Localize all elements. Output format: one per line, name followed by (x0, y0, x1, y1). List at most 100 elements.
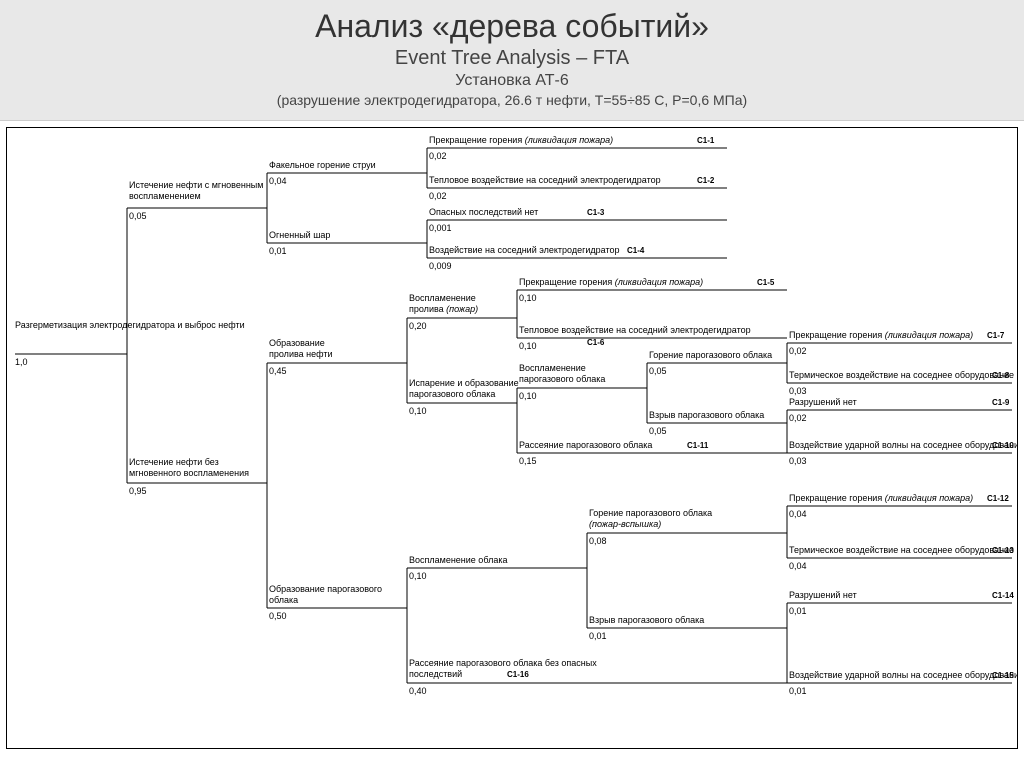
svg-text:С1-8: С1-8 (992, 371, 1010, 380)
svg-text:0,45: 0,45 (269, 366, 287, 376)
svg-text:0,08: 0,08 (589, 536, 607, 546)
svg-text:Взрыв парогазового облака: Взрыв парогазового облака (589, 615, 704, 625)
l5-burn: Горение парогазового облака 0,05 (647, 350, 787, 376)
outcome-c112: Прекращение горения (ликвидация пожара) … (787, 493, 1012, 519)
svg-text:0,009: 0,009 (429, 261, 452, 271)
svg-text:С1-3: С1-3 (587, 208, 605, 217)
svg-text:С1-10: С1-10 (992, 441, 1014, 450)
outcome-c111: Рассеяние парогазового облака С1-11 0,15 (517, 440, 787, 466)
svg-text:0,40: 0,40 (409, 686, 427, 696)
svg-text:0,15: 0,15 (519, 456, 537, 466)
outcome-c110: Воздействие ударной волны на соседнее об… (787, 440, 1017, 466)
svg-text:Прекращение горения (ликвидаци: Прекращение горения (ликвидация пожара) (789, 493, 973, 503)
svg-text:Рассеяние парогазового облака: Рассеяние парогазового облака (519, 440, 652, 450)
svg-text:Воздействие ударной волны на с: Воздействие ударной волны на соседнее об… (789, 670, 1017, 680)
l2-fireball: Огненный шар 0,01 (267, 230, 427, 256)
svg-text:С1-15: С1-15 (992, 671, 1014, 680)
svg-text:С1-1: С1-1 (697, 136, 715, 145)
svg-text:0,03: 0,03 (789, 386, 807, 396)
svg-text:Горение парогазового облака: Горение парогазового облака (649, 350, 772, 360)
outcome-c13: Опасных последствий нет С1-3 0,001 (427, 207, 727, 233)
outcome-c17: Прекращение горения (ликвидация пожара) … (787, 330, 1012, 356)
svg-text:0,02: 0,02 (789, 413, 807, 423)
l1-ignition: Истечение нефти с мгновенным воспламенен… (127, 180, 267, 221)
svg-text:С1-5: С1-5 (757, 278, 775, 287)
svg-text:0,50: 0,50 (269, 611, 287, 621)
svg-text:Образование пролива нефти: Образование пролива нефти (269, 338, 332, 359)
outcome-c16: Тепловое воздействие на соседний электро… (517, 325, 787, 351)
outcome-c12: Тепловое воздействие на соседний электро… (427, 175, 727, 201)
svg-text:Взрыв парогазового облака: Взрыв парогазового облака (649, 410, 764, 420)
l2-torch: Факельное горение струи 0,04 (267, 160, 427, 186)
svg-text:С1-14: С1-14 (992, 591, 1014, 600)
svg-text:0,10: 0,10 (519, 391, 537, 401)
title-main: Анализ «дерева событий» (0, 8, 1024, 45)
svg-text:Истечение нефти без мгнове: Истечение нефти без мгновенного воспламе… (129, 457, 249, 478)
svg-text:С1-2: С1-2 (697, 176, 715, 185)
svg-text:0,02: 0,02 (429, 191, 447, 201)
svg-text:С1-11: С1-11 (687, 441, 709, 450)
svg-text:0,01: 0,01 (789, 606, 807, 616)
svg-text:0,10: 0,10 (519, 293, 537, 303)
outcome-c116: Рассеяние парогазового облака без опасны… (407, 658, 787, 696)
outcome-c115: Воздействие ударной волны на соседнее об… (787, 670, 1017, 696)
outcome-c19: Разрушений нет С1-9 0,02 (787, 397, 1012, 423)
svg-text:0,03: 0,03 (789, 456, 807, 466)
event-tree-svg: Разгерметизация электродегидратора и выб… (7, 128, 1017, 746)
svg-text:0,04: 0,04 (789, 509, 807, 519)
svg-text:0,95: 0,95 (129, 486, 147, 496)
svg-text:0,01: 0,01 (789, 686, 807, 696)
svg-text:0,04: 0,04 (789, 561, 807, 571)
svg-text:Тепловое воздействие на соседн: Тепловое воздействие на соседний электро… (519, 325, 751, 335)
svg-text:С1-12: С1-12 (987, 494, 1009, 503)
svg-text:0,05: 0,05 (649, 426, 667, 436)
outcome-c14: Воздействие на соседний электродегидрато… (427, 245, 727, 271)
svg-text:Прекращение горения (ликвидаци: Прекращение горения (ликвидация пожара) (789, 330, 973, 340)
svg-text:С1-13: С1-13 (992, 546, 1014, 555)
svg-text:Огненный шар: Огненный шар (269, 230, 330, 240)
svg-text:0,02: 0,02 (429, 151, 447, 161)
l3-spill-fire: Воспламенение пролива (пожар) 0,20 (407, 293, 517, 331)
svg-text:0,10: 0,10 (519, 341, 537, 351)
title-line3: Установка АТ-6 (0, 72, 1024, 90)
svg-text:С1-6: С1-6 (587, 338, 605, 347)
header: Анализ «дерева событий» Event Tree Analy… (0, 0, 1024, 121)
svg-text:0,10: 0,10 (409, 571, 427, 581)
svg-text:0,01: 0,01 (269, 246, 287, 256)
svg-text:0,10: 0,10 (409, 406, 427, 416)
svg-text:Тепловое воздействие на соседн: Тепловое воздействие на соседний электро… (429, 175, 661, 185)
svg-text:С1-9: С1-9 (992, 398, 1010, 407)
svg-text:Образование парогазового о: Образование парогазового облака (269, 584, 385, 605)
title-sub: Event Tree Analysis – FTA (0, 47, 1024, 70)
svg-text:0,05: 0,05 (649, 366, 667, 376)
outcome-c18: Термическое воздействие на соседнее обор… (787, 370, 1014, 396)
svg-text:Разрушений нет: Разрушений нет (789, 590, 857, 600)
svg-text:Опасных последствий нет: Опасных последствий нет (429, 207, 538, 217)
svg-text:Прекращение горения (ликвидаци: Прекращение горения (ликвидация пожара) (429, 135, 613, 145)
svg-text:Воспламенение пролива (пож: Воспламенение пролива (пожар) (409, 293, 478, 314)
outcome-c113: Термическое воздействие на соседнее обор… (787, 545, 1014, 571)
svg-text:Рассеяние парогазового облака: Рассеяние парогазового облака без опасны… (409, 658, 599, 679)
svg-text:Воспламенение парогазового: Воспламенение парогазового облака (519, 363, 605, 384)
outcome-c15: Прекращение горения (ликвидация пожара) … (517, 277, 787, 303)
svg-text:С1-16: С1-16 (507, 670, 529, 679)
l4-cloud-explode: Взрыв парогазового облака 0,01 (587, 615, 787, 641)
svg-text:Испарение и образование па: Испарение и образование парогазового обл… (409, 378, 521, 399)
outcome-c114: Разрушений нет С1-14 0,01 (787, 590, 1014, 616)
root-node: Разгерметизация электродегидратора и выб… (15, 320, 245, 367)
outcome-c11: Прекращение горения (ликвидация пожара) … (427, 135, 727, 161)
svg-text:Термическое воздействие на сос: Термическое воздействие на соседнее обор… (789, 545, 1014, 555)
root-value: 1,0 (15, 357, 28, 367)
root-label: Разгерметизация электродегидратора и выб… (15, 320, 245, 330)
l2-spill: Образование пролива нефти 0,45 (267, 338, 407, 376)
diagram-container: Разгерметизация электродегидратора и выб… (6, 127, 1018, 749)
svg-text:0,01: 0,01 (589, 631, 607, 641)
svg-text:Факельное горение струи: Факельное горение струи (269, 160, 376, 170)
svg-text:Горение парогазового облака: Горение парогазового облака (пожар-вспыш… (589, 508, 715, 529)
svg-text:Истечение нефти с мгновенным: Истечение нефти с мгновенным воспламенен… (129, 180, 266, 201)
svg-text:0,02: 0,02 (789, 346, 807, 356)
l1-no-ignition: Истечение нефти без мгновенного воспламе… (127, 457, 267, 496)
l3-cloud-ignite: Воспламенение облака 0,10 (407, 555, 587, 581)
svg-text:0,04: 0,04 (269, 176, 287, 186)
svg-text:Разрушений нет: Разрушений нет (789, 397, 857, 407)
